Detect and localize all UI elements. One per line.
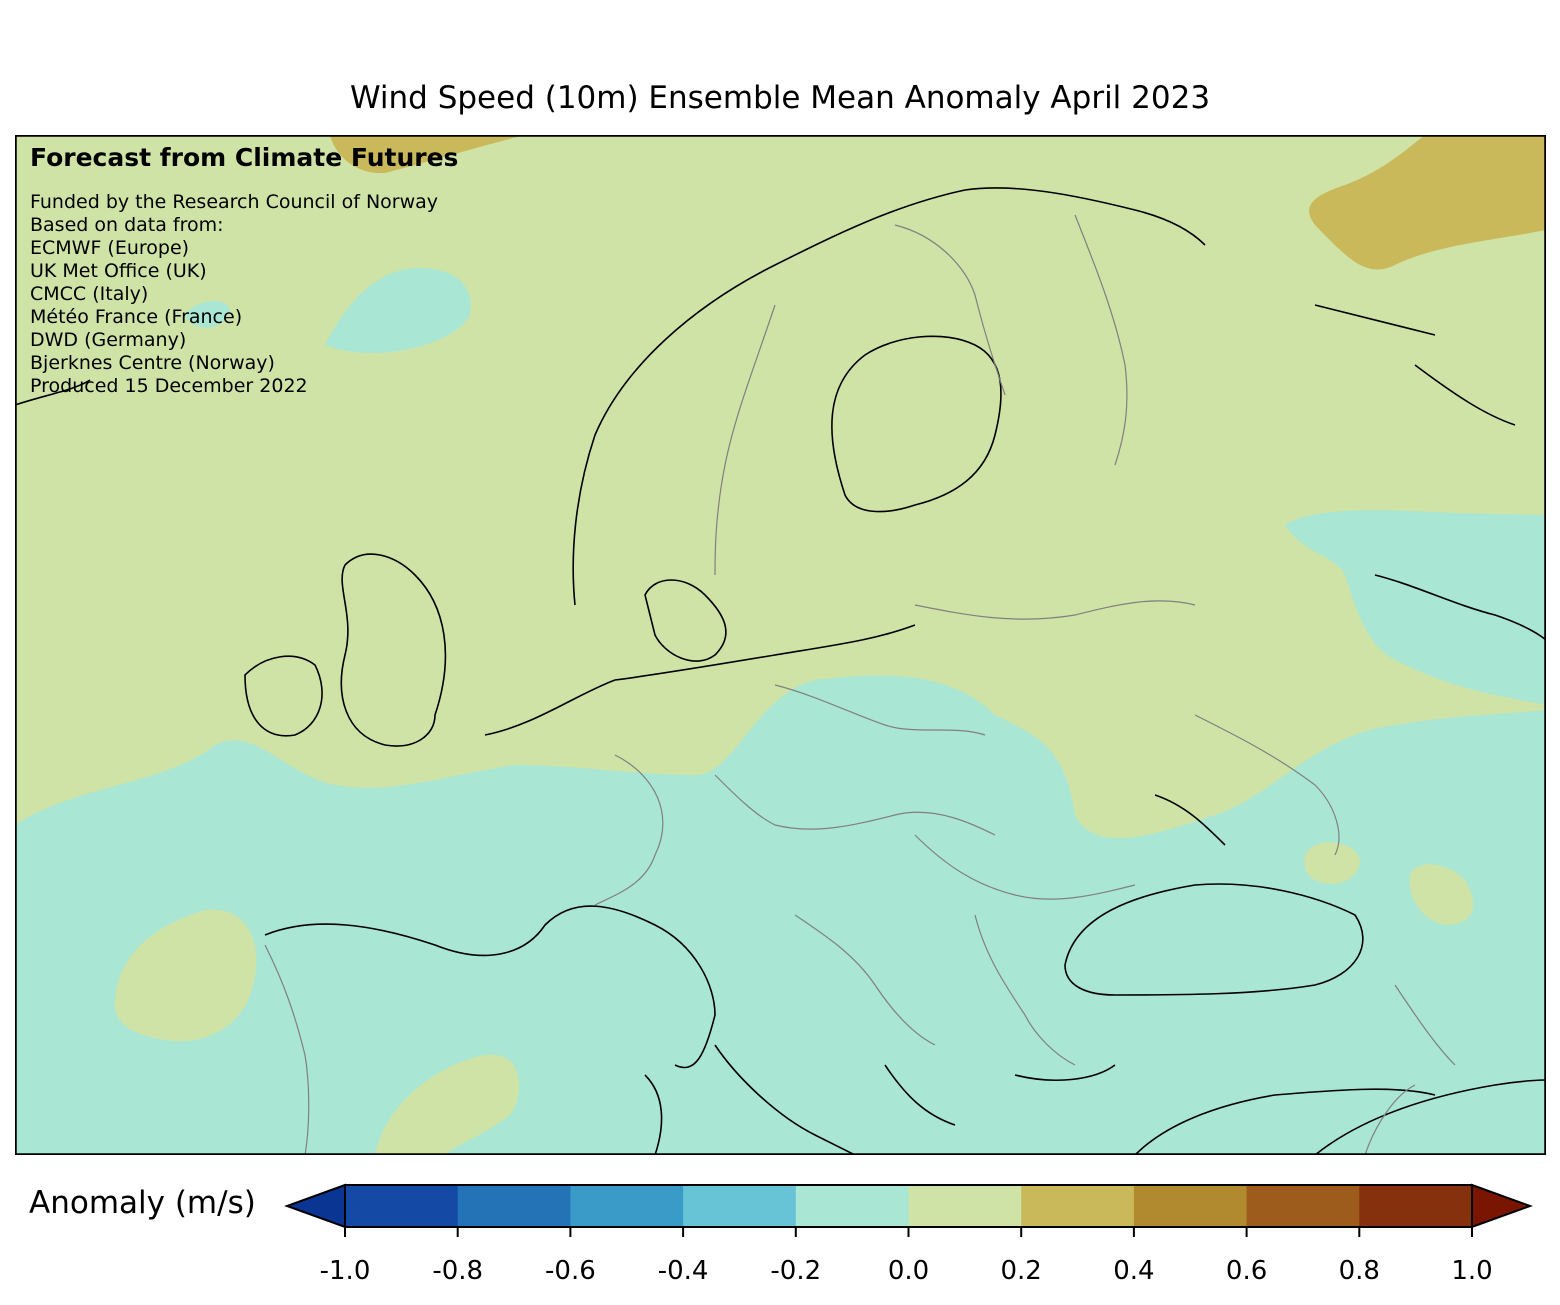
colorbar-segment <box>683 1185 797 1227</box>
credits-line: Produced 15 December 2022 <box>30 375 308 397</box>
credits-box: Forecast from Climate Futures Funded by … <box>30 143 458 398</box>
credits-line: Bjerknes Centre (Norway) <box>30 352 275 374</box>
colorbar-tick-label: 0.2 <box>1000 1256 1042 1286</box>
credits-line: Funded by the Research Council of Norway <box>30 191 439 213</box>
colorbar-tick-label: -0.2 <box>770 1256 822 1286</box>
anomaly-field-positive-high-north <box>330 135 525 174</box>
colorbar-tick-label: 0.6 <box>1225 1256 1268 1286</box>
colorbar-segment <box>795 1185 909 1227</box>
colorbar-extend-low <box>284 1183 346 1229</box>
colorbar-label: Anomaly (m/s) <box>29 1185 256 1221</box>
anomaly-field-negative-atlantic <box>325 267 471 354</box>
anomaly-field-negative-south <box>15 675 1546 1155</box>
colorbar-tick-label: -0.4 <box>657 1256 709 1286</box>
colorbar-segment <box>1359 1185 1473 1227</box>
anomaly-field-positive-caspian <box>1409 864 1474 925</box>
colorbar-segment <box>1246 1185 1360 1227</box>
anomaly-map <box>15 135 1546 1155</box>
anomaly-field-positive-iberia <box>115 909 257 1042</box>
credits-line: UK Met Office (UK) <box>30 260 207 282</box>
credits-heading: Forecast from Climate Futures <box>30 143 459 172</box>
anomaly-field-negative-small <box>185 300 230 328</box>
colorbar-segment <box>908 1185 1022 1227</box>
colorbar-tick-label: 0.0 <box>887 1256 930 1286</box>
colorbar-extend-high <box>1471 1183 1533 1229</box>
credits-line: Based on data from: <box>30 214 224 236</box>
map-title: Wind Speed (10m) Ensemble Mean Anomaly A… <box>349 80 1211 116</box>
colorbar-segment <box>1021 1185 1135 1227</box>
anomaly-field-positive-med <box>375 1054 520 1155</box>
country-borders <box>264 214 1456 1155</box>
colorbar-tick-label: 1.0 <box>1451 1256 1493 1286</box>
credits-line: Météo France (France) <box>30 306 243 328</box>
colorbar-segment <box>570 1185 684 1227</box>
map-frame <box>15 135 1546 1155</box>
colorbar-segment <box>1133 1185 1248 1227</box>
anomaly-field-positive-ukraine <box>1304 842 1360 884</box>
colorbar-tick-label: 0.4 <box>1113 1256 1155 1286</box>
colorbar-tick-label: -0.8 <box>432 1256 484 1286</box>
colorbar-tick-label: -0.6 <box>545 1256 596 1286</box>
colorbar-tick-label: 0.8 <box>1338 1256 1380 1286</box>
credits-line: ECMWF (Europe) <box>30 237 190 259</box>
colorbar <box>284 1183 1533 1237</box>
colorbar-segment <box>457 1185 571 1227</box>
credits-line: DWD (Germany) <box>30 329 187 351</box>
credits-line: CMCC (Italy) <box>30 283 149 305</box>
anomaly-field-negative-east <box>1285 510 1546 705</box>
colorbar-tick-label: -1.0 <box>319 1256 371 1286</box>
colorbar-segment <box>345 1185 459 1227</box>
anomaly-field-positive-high-russia <box>1309 135 1546 270</box>
